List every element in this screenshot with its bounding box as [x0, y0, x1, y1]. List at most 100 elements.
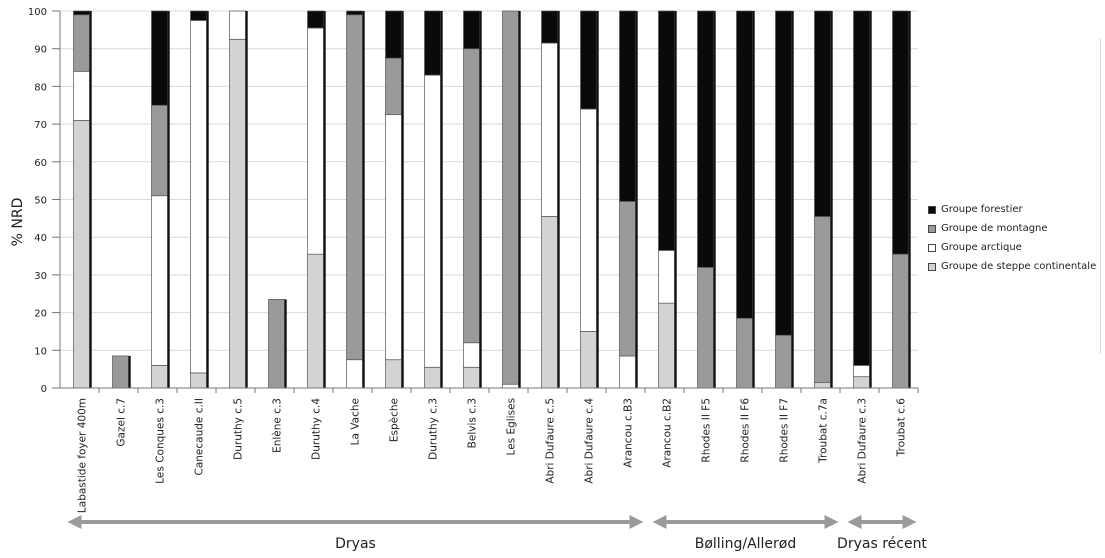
- bar-segment-0: [73, 119, 90, 389]
- bar-segment-2: [346, 14, 363, 361]
- legend-swatch: [928, 224, 936, 233]
- bar-edge: [830, 11, 833, 388]
- bar-segment-3: [853, 10, 870, 366]
- bar-segment-1: [658, 250, 675, 304]
- bar-edge: [440, 11, 443, 388]
- y-tick-label: 50: [34, 196, 47, 207]
- y-tick-label: 30: [34, 271, 47, 282]
- bar-segment-3: [424, 10, 441, 76]
- bar-segment-0: [229, 38, 246, 389]
- bar-edge: [596, 11, 599, 388]
- bar-edge: [401, 11, 404, 388]
- bar-segment-1: [580, 108, 597, 332]
- y-axis-label: % NRD: [10, 198, 26, 247]
- x-tick-label: Rhodes II F5: [701, 398, 713, 463]
- legend-label: Groupe forestier: [941, 204, 1023, 215]
- bar-segment-2: [736, 317, 753, 389]
- y-tick-label: 80: [34, 82, 47, 93]
- bar-segment-3: [892, 10, 909, 255]
- bar-segment-3: [580, 10, 597, 110]
- bar-segment-1: [424, 74, 441, 368]
- bar-segment-0: [814, 381, 831, 389]
- y-tick-label: 40: [34, 233, 47, 244]
- x-tick-label: Les Eglises: [506, 398, 518, 455]
- y-tick-label: 60: [34, 158, 47, 169]
- bar-segment-3: [814, 10, 831, 217]
- bar-segment-0: [151, 365, 168, 389]
- x-tick-label: Arancou c.B2: [662, 398, 674, 468]
- bar-edge: [128, 355, 131, 388]
- bar-edge: [791, 11, 794, 388]
- x-tick-label: Troubat c.7a: [818, 398, 830, 464]
- bar-segment-3: [775, 10, 792, 336]
- period-arrow-head-left: [847, 515, 862, 529]
- bar-segment-1: [502, 383, 519, 389]
- bar-segment-3: [619, 10, 636, 202]
- bar-segment-2: [112, 355, 129, 389]
- bar-segment-3: [697, 10, 714, 268]
- legend-item: Groupe de montagne: [928, 219, 1096, 238]
- x-tick-label: Troubat c.6: [896, 398, 908, 458]
- bar-segment-0: [580, 331, 597, 389]
- bar-segment-2: [463, 48, 480, 344]
- period-arrow-head-left: [652, 515, 667, 529]
- legend-label: Groupe arctique: [941, 242, 1022, 253]
- legend-label: Groupe de steppe continentale: [941, 261, 1097, 272]
- bar-edge: [674, 11, 677, 388]
- bar-segment-3: [307, 10, 324, 29]
- legend-item: Groupe forestier: [928, 200, 1096, 219]
- bar-segment-1: [619, 355, 636, 389]
- bar-segment-1: [307, 27, 324, 255]
- bar-segment-0: [385, 359, 402, 389]
- legend-swatch: [928, 243, 936, 252]
- bar-segment-3: [385, 10, 402, 59]
- x-tick-label: Duruthy c.4: [311, 398, 323, 460]
- bar-edge: [362, 11, 365, 388]
- axes: 0 10 20 30 40 50 60 70 80 90 100 Labastide foyer 40…: [28, 7, 919, 513]
- bar-edge: [908, 11, 911, 388]
- legend-item: Groupe arctique: [928, 238, 1096, 257]
- y-tick-label: 90: [34, 45, 47, 56]
- bar-edge: [206, 11, 209, 388]
- period-label: Dryas récent: [837, 536, 927, 552]
- y-tick-label: 100: [28, 7, 47, 18]
- bar-segment-3: [658, 10, 675, 251]
- y-tick-label: 70: [34, 120, 47, 131]
- bar-segment-3: [463, 10, 480, 50]
- bar-segment-3: [736, 10, 753, 319]
- bar-segment-1: [541, 42, 558, 217]
- legend-item: Groupe de steppe continentale: [928, 257, 1096, 276]
- x-tick-label: Gazel c.7: [116, 398, 128, 447]
- bar-segment-1: [73, 70, 90, 121]
- bar-segment-2: [502, 10, 519, 385]
- x-tick-label: La Vache: [350, 398, 362, 445]
- period-arrow-head-left: [67, 515, 82, 529]
- bar-segment-1: [853, 365, 870, 378]
- x-tick-label: Rhodes II F6: [740, 398, 752, 463]
- bar-edge: [557, 11, 560, 388]
- bar-segment-1: [151, 195, 168, 366]
- bar-segment-1: [463, 342, 480, 368]
- bar-edge: [167, 11, 170, 388]
- bar-segment-2: [385, 57, 402, 116]
- bar-segment-1: [346, 359, 363, 389]
- period-arrow-head-right: [824, 515, 839, 529]
- bar-segment-0: [424, 366, 441, 389]
- x-tick-label: Les Conques c.3: [155, 398, 167, 484]
- bar-edge: [284, 299, 287, 388]
- legend-swatch: [928, 205, 936, 214]
- x-tick-label: Rhodes II F7: [779, 398, 791, 463]
- bars: [73, 10, 911, 389]
- bar-segment-2: [697, 267, 714, 389]
- bar-edge: [518, 11, 521, 388]
- y-tick-label: 20: [34, 309, 47, 320]
- bar-edge: [479, 11, 482, 388]
- bar-segment-1: [385, 114, 402, 361]
- bar-segment-0: [853, 376, 870, 389]
- bar-segment-3: [73, 10, 90, 16]
- period-label: Bølling/Allerød: [695, 536, 797, 552]
- y-tick-label: 10: [34, 346, 47, 357]
- period-arrow-head-right: [629, 515, 644, 529]
- legend: Groupe forestier Groupe de montagne Groupe…: [928, 200, 1096, 276]
- bar-segment-2: [814, 216, 831, 383]
